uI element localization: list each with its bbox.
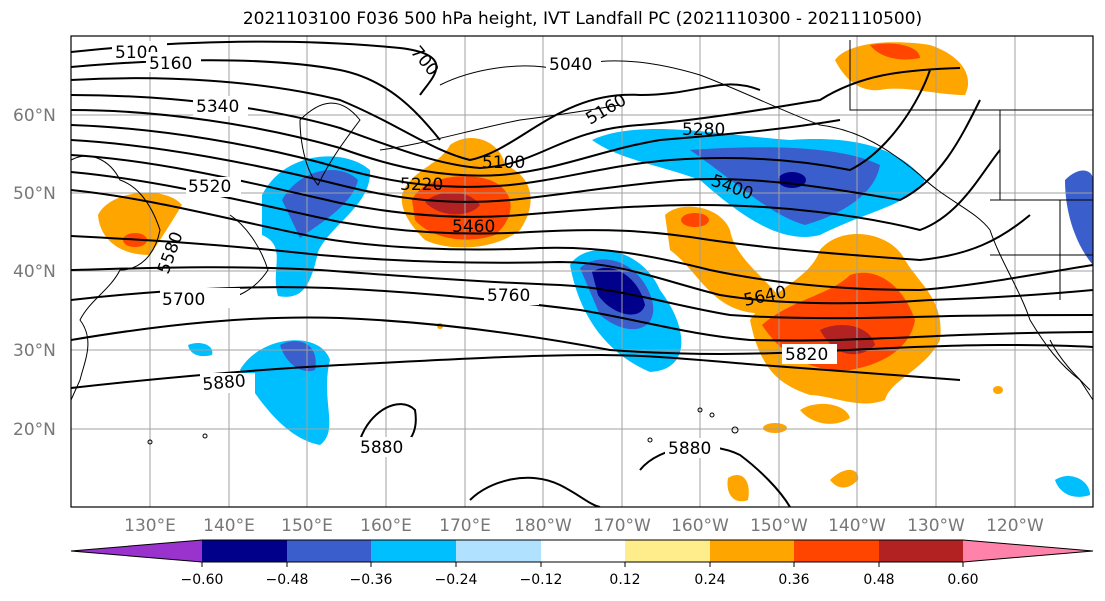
lon-label: 130°W — [907, 516, 965, 536]
contour-label: 5220 — [400, 175, 443, 195]
contour-label: 5700 — [162, 290, 205, 310]
colorbar-tick-label: 0.48 — [863, 572, 894, 588]
contour-label: 5460 — [452, 217, 495, 237]
ivt-pos-region-mid-core — [681, 213, 709, 227]
ivt-neg-region-west-core — [282, 169, 358, 238]
ivt-pos-region-northeast — [835, 42, 969, 95]
map-frame — [70, 35, 1094, 508]
lon-label: 140°E — [203, 516, 255, 536]
ivt-neg-region-east — [1065, 170, 1093, 265]
lon-label: 160°E — [360, 516, 412, 536]
islands — [147, 407, 739, 445]
lon-label: 150°E — [281, 516, 333, 536]
contour-label: 5340 — [196, 97, 239, 117]
height-contours — [71, 40, 1093, 507]
ivt-pos-region-northeast-core — [870, 43, 920, 60]
colorbar-swatch — [625, 540, 710, 562]
colorbar-swatch — [71, 540, 202, 562]
ivt-pos-region-south-1 — [800, 403, 850, 424]
lat-label: 50°N — [13, 184, 56, 204]
colorbar-ticks — [201, 562, 964, 567]
lon-label: 180°W — [514, 516, 572, 536]
contour-label: 5100 — [482, 153, 525, 173]
lat-labels: 60°N 50°N 40°N 30°N 20°N — [13, 106, 56, 440]
colorbar-tick-label: −0.12 — [520, 572, 563, 588]
coastlines — [71, 40, 1093, 401]
contour-label: 5160 — [149, 54, 192, 74]
ivt-pos-region-south-4 — [763, 423, 787, 433]
contour-labels: 5100 5160 5340 5520 5580 5700 5040 5160 … — [112, 41, 837, 459]
colorbar-tick-label: −0.36 — [350, 572, 393, 588]
colorbar-tick-label: 0.60 — [947, 572, 978, 588]
colorbar: −0.60 −0.48 −0.36 −0.24 −0.12 0.12 0.24 … — [70, 539, 1094, 588]
ivt-pos-region-mid — [665, 206, 785, 314]
colorbar-tick-label: 0.36 — [778, 572, 809, 588]
contour-label: 5040 — [549, 55, 592, 75]
lon-label: 170°E — [439, 516, 491, 536]
state-border-4 — [849, 40, 1093, 111]
lon-label: 130°E — [124, 516, 176, 536]
colorbar-swatch — [879, 540, 963, 562]
lon-label: 170°W — [593, 516, 651, 536]
colorbar-tick-labels: −0.60 −0.48 −0.36 −0.24 −0.12 0.12 0.24 … — [181, 572, 979, 588]
contour-label: 5820 — [785, 345, 828, 365]
lat-label: 40°N — [13, 262, 56, 282]
colorbar-swatch — [202, 540, 287, 562]
colorbar-swatch — [794, 540, 879, 562]
lon-label: 160°W — [671, 516, 729, 536]
colorbar-swatch — [371, 540, 456, 562]
coastline-alaska — [439, 60, 991, 231]
lat-label: 60°N — [13, 106, 56, 126]
contour-label: 5760 — [487, 286, 530, 306]
ivt-neg-region-southeast — [1055, 475, 1090, 497]
lon-label: 140°W — [828, 516, 886, 536]
coastline-aleutians — [379, 104, 621, 151]
colorbar-swatch — [963, 540, 1093, 562]
coastline-asia — [71, 155, 161, 401]
lon-label: 120°W — [986, 516, 1044, 536]
colorbar-tick-label: −0.24 — [435, 572, 478, 588]
colorbar-tick-label: 0.24 — [694, 572, 725, 588]
lat-label: 30°N — [13, 341, 56, 361]
colorbar-swatch — [287, 540, 371, 562]
contour-label: 5880 — [360, 438, 403, 458]
lon-labels: 130°E 140°E 150°E 160°E 170°E 180°W 170°… — [124, 516, 1044, 536]
colorbar-swatch — [541, 540, 625, 562]
colorbar-swatch — [456, 540, 541, 562]
contour-label: 5520 — [188, 177, 231, 197]
lon-label: 150°W — [750, 516, 808, 536]
map-title: 2021103100 F036 500 hPa height, IVT Land… — [242, 9, 923, 29]
colorbar-tick-label: 0.12 — [609, 572, 640, 588]
colorbar-swatch — [710, 540, 794, 562]
coastline-na-west — [989, 229, 1093, 401]
lat-label: 20°N — [13, 420, 56, 440]
contour-label: 5280 — [682, 120, 725, 140]
ivt-pos-region-south-3 — [727, 474, 749, 502]
contour-label: 5880 — [668, 439, 711, 459]
contour-label: 700 — [406, 42, 442, 80]
map-panel: 5100 5160 5340 5520 5580 5700 5040 5160 … — [71, 36, 1093, 507]
colorbar-tick-label: −0.48 — [266, 572, 309, 588]
map-gridlines — [71, 36, 1093, 507]
ivt-pos-region-gulf-max — [425, 192, 480, 215]
ivt-pos-region-small-east — [993, 386, 1003, 394]
contour-label: 5880 — [202, 371, 247, 395]
ivt-pos-region-south-2 — [830, 469, 859, 488]
coastline-kamchatka — [299, 102, 361, 186]
colorbar-tick-label: −0.60 — [181, 572, 224, 588]
